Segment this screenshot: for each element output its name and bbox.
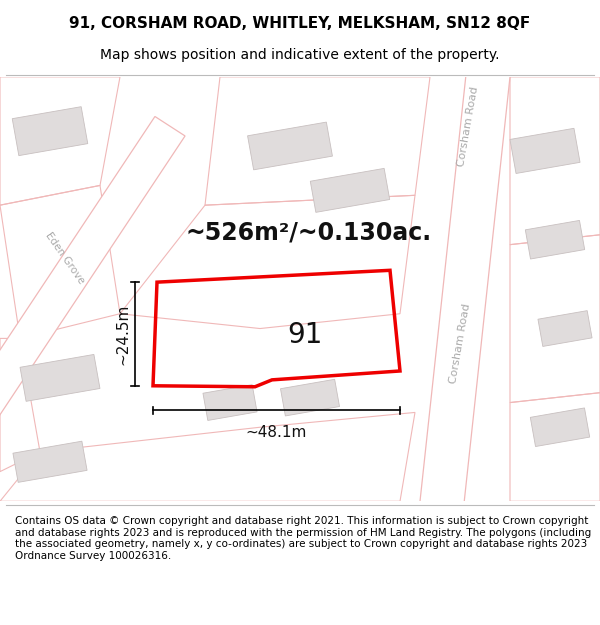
Polygon shape — [538, 311, 592, 346]
Text: Eden Grove: Eden Grove — [44, 231, 86, 286]
Polygon shape — [12, 107, 88, 156]
Polygon shape — [510, 128, 580, 174]
Text: Corsham Road: Corsham Road — [448, 303, 472, 385]
Polygon shape — [13, 441, 87, 483]
Text: 91, CORSHAM ROAD, WHITLEY, MELKSHAM, SN12 8QF: 91, CORSHAM ROAD, WHITLEY, MELKSHAM, SN1… — [70, 16, 530, 31]
Polygon shape — [310, 168, 390, 212]
Text: Map shows position and indicative extent of the property.: Map shows position and indicative extent… — [100, 48, 500, 62]
Polygon shape — [0, 116, 185, 422]
Polygon shape — [418, 55, 512, 523]
Polygon shape — [20, 354, 100, 401]
Text: Corsham Road: Corsham Road — [456, 86, 480, 168]
Polygon shape — [248, 122, 332, 170]
Polygon shape — [526, 221, 584, 259]
Polygon shape — [530, 408, 590, 446]
Polygon shape — [203, 384, 257, 421]
Text: ~48.1m: ~48.1m — [246, 425, 307, 440]
Text: ~24.5m: ~24.5m — [115, 303, 130, 364]
Text: ~526m²/~0.130ac.: ~526m²/~0.130ac. — [185, 221, 431, 245]
Text: Contains OS data © Crown copyright and database right 2021. This information is : Contains OS data © Crown copyright and d… — [15, 516, 591, 561]
Polygon shape — [280, 379, 340, 416]
Text: 91: 91 — [287, 321, 323, 349]
